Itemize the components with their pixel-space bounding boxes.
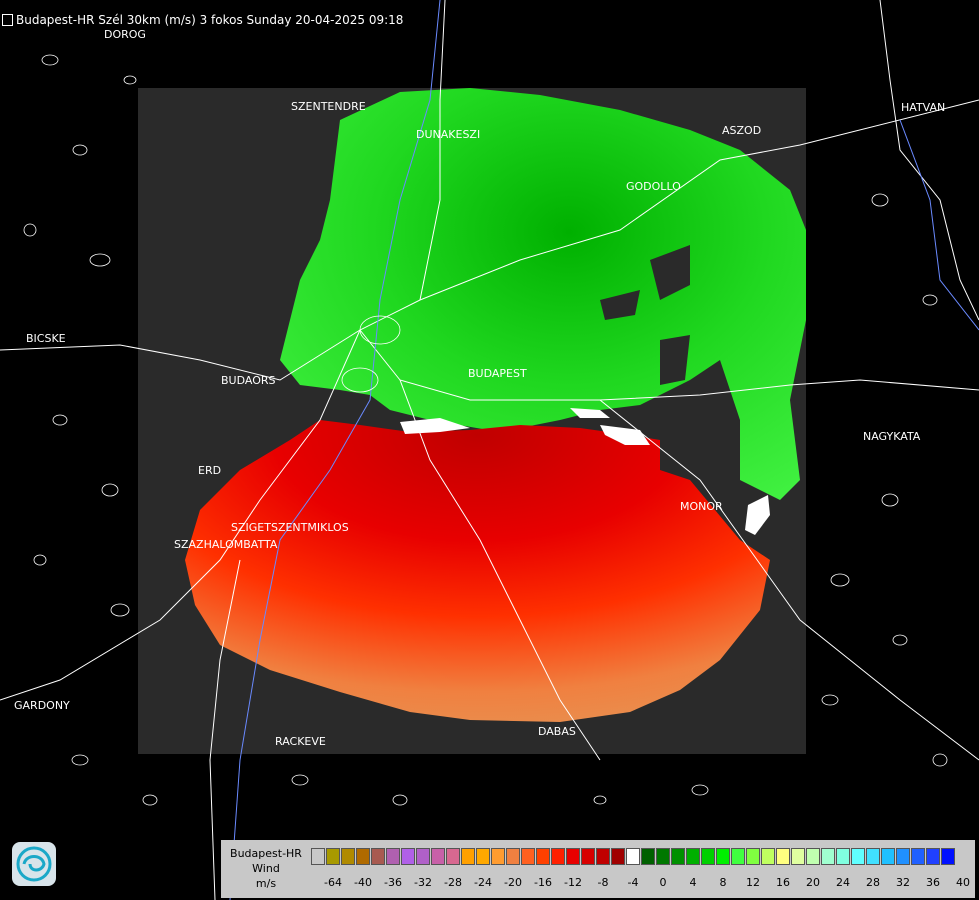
- legend-tick-label: -28: [444, 876, 462, 889]
- legend-swatch: [401, 848, 415, 865]
- green-echo: [280, 88, 806, 500]
- city-label: MONOR: [680, 500, 723, 513]
- legend-swatch: [491, 848, 505, 865]
- legend-swatch: [806, 848, 820, 865]
- legend-swatch: [551, 848, 565, 865]
- legend-title: Budapest-HR Wind m/s: [221, 846, 311, 891]
- legend-swatch: [896, 848, 910, 865]
- city-label: BUDAORS: [221, 374, 276, 387]
- legend-radar-name: Budapest-HR: [230, 847, 302, 860]
- legend-swatch: [686, 848, 700, 865]
- city-label: GODOLLO: [626, 180, 681, 193]
- city-label: DOROG: [104, 28, 146, 41]
- legend-swatch: [356, 848, 370, 865]
- city-label: DUNAKESZI: [416, 128, 481, 141]
- legend-swatch: [446, 848, 460, 865]
- zero-band: [400, 418, 470, 434]
- legend-swatch: [746, 848, 760, 865]
- city-label: ASZOD: [722, 124, 762, 137]
- legend-swatch: [341, 848, 355, 865]
- legend-swatch: [641, 848, 655, 865]
- map-title: Budapest-HR Szél 30km (m/s) 3 fokos Sund…: [16, 13, 404, 27]
- legend-swatch: [416, 848, 430, 865]
- legend-tick-label: 32: [896, 876, 910, 889]
- legend-swatch: [941, 848, 955, 865]
- legend-swatch: [716, 848, 730, 865]
- legend-tick-label: 12: [746, 876, 760, 889]
- city-label: RACKEVE: [275, 735, 326, 748]
- legend-tick-label: 24: [836, 876, 850, 889]
- legend-tick-label: -20: [504, 876, 522, 889]
- legend-swatch: [851, 848, 865, 865]
- legend-tick-label: 20: [806, 876, 820, 889]
- legend-swatch: [911, 848, 925, 865]
- legend-swatch: [611, 848, 625, 865]
- legend-swatch: [386, 848, 400, 865]
- legend-tick-label: -64: [324, 876, 342, 889]
- legend-tick-label: 28: [866, 876, 880, 889]
- legend-swatch: [701, 848, 715, 865]
- legend-swatch: [311, 848, 325, 865]
- legend-swatch: [656, 848, 670, 865]
- legend-swatch: [821, 848, 835, 865]
- city-label: ERD: [198, 464, 222, 477]
- city-label: BUDAPEST: [468, 367, 527, 380]
- legend-tick-label: -32: [414, 876, 432, 889]
- city-label: DABAS: [538, 725, 576, 738]
- legend-swatch: [926, 848, 940, 865]
- legend-swatch: [866, 848, 880, 865]
- menu-icon[interactable]: [2, 14, 13, 26]
- legend-swatch: [761, 848, 775, 865]
- legend-tick-label: 4: [689, 876, 697, 889]
- city-label: NAGYKATA: [863, 430, 921, 443]
- legend-tick-label: -8: [597, 876, 609, 889]
- legend-swatch: [626, 848, 640, 865]
- legend-swatch: [671, 848, 685, 865]
- legend-quantity: Wind: [252, 862, 280, 875]
- legend-swatch: [521, 848, 535, 865]
- city-label: BICSKE: [26, 332, 66, 345]
- legend-tick-label: -16: [534, 876, 552, 889]
- legend-tick-label: -12: [564, 876, 582, 889]
- legend-swatch: [881, 848, 895, 865]
- legend-swatch: [566, 848, 580, 865]
- legend-swatch: [731, 848, 745, 865]
- city-label: HATVAN: [901, 101, 946, 114]
- city-label: SZENTENDRE: [291, 100, 366, 113]
- legend-tick-label: 36: [926, 876, 940, 889]
- red-echo: [185, 420, 770, 722]
- legend-swatch: [371, 848, 385, 865]
- legend-swatch: [776, 848, 790, 865]
- logo-icon: [12, 842, 56, 886]
- legend-swatch: [431, 848, 445, 865]
- legend-swatch: [596, 848, 610, 865]
- legend-swatch: [476, 848, 490, 865]
- legend-swatch: [836, 848, 850, 865]
- legend-swatch: [506, 848, 520, 865]
- legend-swatch: [461, 848, 475, 865]
- legend-tick-label: -36: [384, 876, 402, 889]
- legend-tick-label: 16: [776, 876, 790, 889]
- legend-tick-label: 8: [719, 876, 727, 889]
- city-label: SZIGETSZENTMIKLOS: [231, 521, 349, 534]
- legend-swatch: [326, 848, 340, 865]
- legend-swatch: [581, 848, 595, 865]
- legend-tick-label: -24: [474, 876, 492, 889]
- city-label: SZAZHALOMBATTA: [174, 538, 278, 551]
- city-label: GARDONY: [14, 699, 70, 712]
- legend-tick-label: 0: [659, 876, 667, 889]
- legend-unit: m/s: [255, 877, 277, 890]
- wind-legend: Budapest-HR Wind m/s -64 -40 -36 -32 -28 -24-…: [221, 840, 975, 898]
- legend-swatch: [536, 848, 550, 865]
- legend-tick-label: -4: [627, 876, 639, 889]
- legend-tick-label: 40: [956, 876, 970, 889]
- legend-swatch: [791, 848, 805, 865]
- legend-tick-label: -40: [354, 876, 372, 889]
